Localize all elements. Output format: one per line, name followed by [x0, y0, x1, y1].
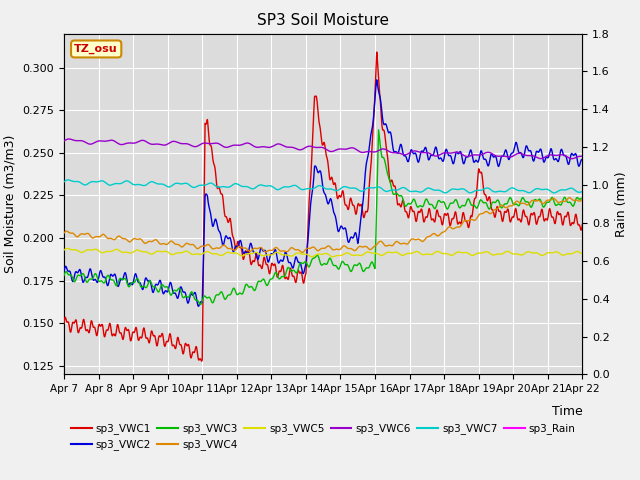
Bar	[376, 34, 378, 374]
Bar	[358, 333, 360, 374]
Bar	[326, 333, 327, 374]
Bar	[335, 333, 337, 374]
Bar	[386, 333, 387, 374]
Bar	[204, 68, 205, 374]
Bar	[338, 333, 339, 374]
Bar	[379, 333, 380, 374]
Legend: sp3_VWC1, sp3_VWC2, sp3_VWC3, sp3_VWC4, sp3_VWC5, sp3_VWC6, sp3_VWC7, sp3_Rain: sp3_VWC1, sp3_VWC2, sp3_VWC3, sp3_VWC4, …	[67, 419, 580, 455]
Y-axis label: Soil Moisture (m3/m3): Soil Moisture (m3/m3)	[4, 135, 17, 273]
Bar	[333, 333, 334, 374]
Bar	[383, 333, 384, 374]
Text: Time: Time	[552, 405, 582, 418]
Title: SP3 Soil Moisture: SP3 Soil Moisture	[257, 13, 389, 28]
Bar	[479, 333, 480, 374]
Bar	[565, 34, 566, 374]
Bar	[322, 333, 323, 374]
Y-axis label: Rain (mm): Rain (mm)	[616, 171, 628, 237]
Bar	[328, 333, 329, 374]
Bar	[324, 333, 325, 374]
Bar	[356, 333, 357, 374]
Bar	[331, 333, 332, 374]
Text: TZ_osu: TZ_osu	[74, 44, 118, 54]
